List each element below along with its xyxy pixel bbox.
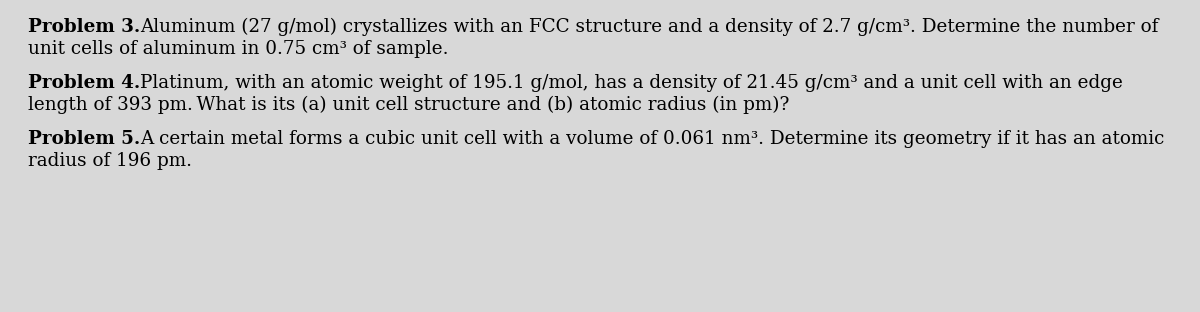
Text: Problem 4.: Problem 4. xyxy=(28,74,140,92)
Text: radius of 196 pm.: radius of 196 pm. xyxy=(28,152,192,170)
Text: Problem 3.: Problem 3. xyxy=(28,18,140,36)
Text: Platinum, with an atomic weight of 195.1 g/mol, has a density of 21.45 g/cm³ and: Platinum, with an atomic weight of 195.1… xyxy=(140,74,1123,92)
Text: unit cells of aluminum in 0.75 cm³ of sample.: unit cells of aluminum in 0.75 cm³ of sa… xyxy=(28,40,449,58)
Text: Problem 5.: Problem 5. xyxy=(28,130,140,148)
Text: length of 393 pm. What is its (a) unit cell structure and (b) atomic radius (in : length of 393 pm. What is its (a) unit c… xyxy=(28,96,790,114)
Text: A certain metal forms a cubic unit cell with a volume of 0.061 nm³. Determine it: A certain metal forms a cubic unit cell … xyxy=(140,130,1165,148)
Text: Aluminum (27 g/mol) crystallizes with an FCC structure and a density of 2.7 g/cm: Aluminum (27 g/mol) crystallizes with an… xyxy=(140,18,1159,36)
